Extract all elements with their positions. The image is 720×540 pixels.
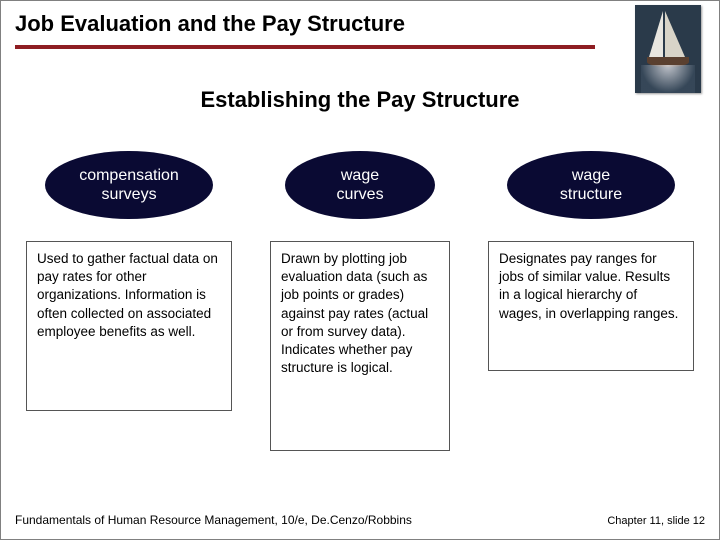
oval-line1: compensation [79, 167, 179, 184]
columns-container: compensation surveys Used to gather fact… [25, 151, 695, 451]
oval-line2: structure [560, 186, 622, 203]
oval-line1: wage [341, 167, 379, 184]
sail-shape [665, 11, 685, 57]
oval-line1: wage [572, 167, 610, 184]
page-title: Job Evaluation and the Pay Structure [15, 11, 405, 37]
description-box: Designates pay ranges for jobs of simila… [488, 241, 694, 371]
oval-label: wage curves [285, 151, 435, 219]
footer-page: Chapter 11, slide 12 [607, 515, 705, 527]
footer: Fundamentals of Human Resource Managemen… [15, 513, 705, 527]
footer-source: Fundamentals of Human Resource Managemen… [15, 513, 412, 527]
sailboat-icon [635, 5, 701, 93]
column-wage-curves: wage curves Drawn by plotting job evalua… [265, 151, 455, 451]
slide-subtitle: Establishing the Pay Structure [1, 87, 719, 113]
wake-shape [641, 65, 695, 93]
oval-line2: curves [336, 186, 383, 203]
description-box: Drawn by plotting job evaluation data (s… [270, 241, 450, 451]
oval-line2: surveys [101, 186, 156, 203]
sail-shape [649, 11, 663, 57]
description-box: Used to gather factual data on pay rates… [26, 241, 232, 411]
title-underline [15, 45, 595, 49]
oval-label: compensation surveys [45, 151, 213, 219]
column-compensation-surveys: compensation surveys Used to gather fact… [25, 151, 233, 451]
header: Job Evaluation and the Pay Structure [1, 1, 719, 61]
oval-label: wage structure [507, 151, 675, 219]
slide: Job Evaluation and the Pay Structure Est… [0, 0, 720, 540]
column-wage-structure: wage structure Designates pay ranges for… [487, 151, 695, 451]
